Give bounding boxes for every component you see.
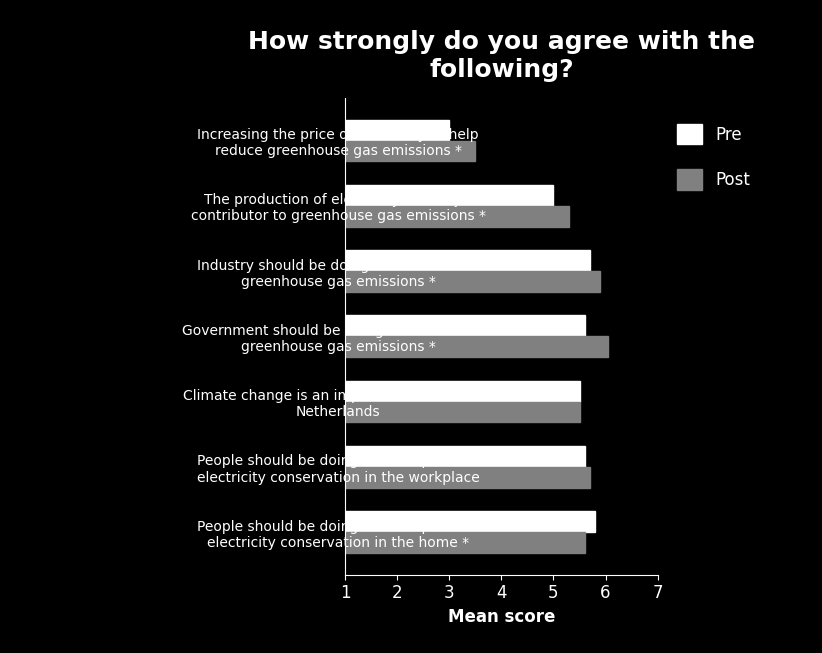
- Bar: [345, 206, 569, 227]
- Bar: [345, 140, 475, 161]
- Bar: [345, 119, 450, 140]
- X-axis label: Mean score: Mean score: [448, 608, 555, 626]
- Bar: [345, 250, 590, 271]
- Title: How strongly do you agree with the
following?: How strongly do you agree with the follo…: [248, 30, 755, 82]
- Bar: [345, 271, 600, 292]
- Bar: [345, 381, 580, 402]
- Legend: Pre, Post: Pre, Post: [669, 116, 759, 198]
- Bar: [345, 532, 584, 553]
- Bar: [345, 402, 580, 422]
- Bar: [345, 185, 553, 206]
- Bar: [345, 467, 590, 488]
- Bar: [345, 511, 595, 532]
- Bar: [345, 315, 584, 336]
- Bar: [345, 446, 584, 467]
- Bar: [345, 336, 608, 357]
